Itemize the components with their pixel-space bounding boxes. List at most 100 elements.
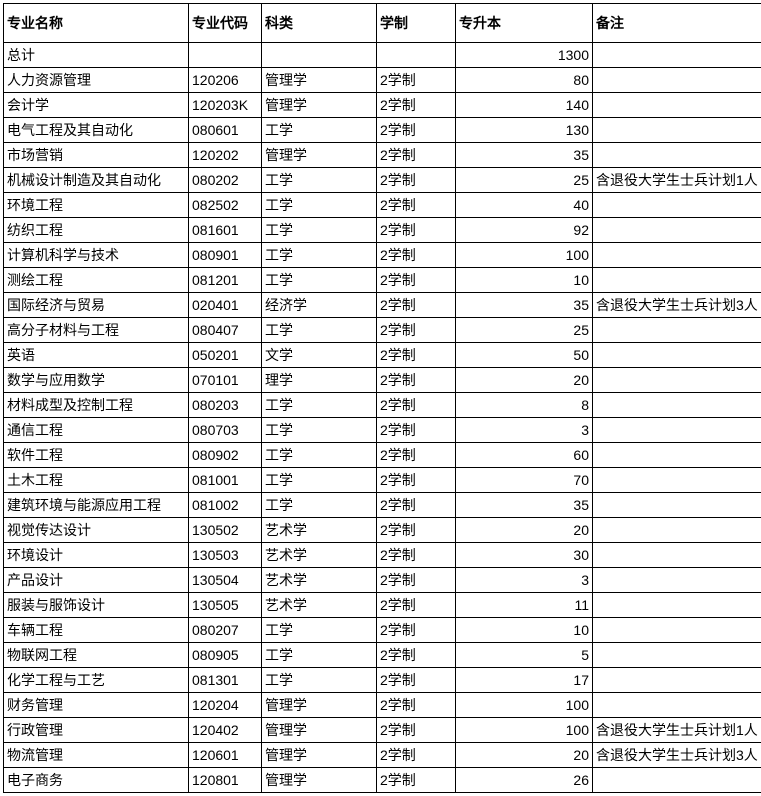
table-row: 视觉传达设计130502艺术学2学制20	[4, 518, 761, 543]
cell-note	[593, 193, 761, 218]
cell-note	[593, 493, 761, 518]
cell-note	[593, 218, 761, 243]
cell-category: 工学	[262, 468, 377, 493]
cell-num: 130	[456, 118, 593, 143]
table-row: 测绘工程081201工学2学制10	[4, 268, 761, 293]
cell-category: 工学	[262, 443, 377, 468]
cell-code: 130504	[189, 568, 262, 593]
cell-note: 含退役大学生士兵计划1人	[593, 168, 761, 193]
cell-category: 理学	[262, 368, 377, 393]
cell-code: 080407	[189, 318, 262, 343]
table-row: 总计1300	[4, 43, 761, 68]
cell-note	[593, 118, 761, 143]
cell-category: 工学	[262, 668, 377, 693]
cell-num: 17	[456, 668, 593, 693]
cell-duration: 2学制	[377, 418, 456, 443]
cell-num: 25	[456, 318, 593, 343]
cell-code: 081601	[189, 218, 262, 243]
cell-note	[593, 268, 761, 293]
cell-name: 环境工程	[4, 193, 189, 218]
table-row: 土木工程081001工学2学制70	[4, 468, 761, 493]
cell-category: 艺术学	[262, 518, 377, 543]
table-row: 产品设计130504艺术学2学制3	[4, 568, 761, 593]
table-row: 通信工程080703工学2学制3	[4, 418, 761, 443]
col-header-num: 专升本	[456, 4, 593, 43]
cell-name: 行政管理	[4, 718, 189, 743]
cell-category: 工学	[262, 118, 377, 143]
cell-name: 高分子材料与工程	[4, 318, 189, 343]
cell-note	[593, 543, 761, 568]
cell-code: 050201	[189, 343, 262, 368]
cell-code: 120206	[189, 68, 262, 93]
cell-num: 100	[456, 243, 593, 268]
cell-duration: 2学制	[377, 268, 456, 293]
cell-num: 11	[456, 593, 593, 618]
cell-duration: 2学制	[377, 193, 456, 218]
cell-code: 081201	[189, 268, 262, 293]
cell-name: 土木工程	[4, 468, 189, 493]
cell-category: 艺术学	[262, 593, 377, 618]
table-row: 高分子材料与工程080407工学2学制25	[4, 318, 761, 343]
cell-name: 测绘工程	[4, 268, 189, 293]
cell-code: 080703	[189, 418, 262, 443]
table-row: 建筑环境与能源应用工程081002工学2学制35	[4, 493, 761, 518]
cell-code: 120203K	[189, 93, 262, 118]
cell-num: 80	[456, 68, 593, 93]
cell-name: 英语	[4, 343, 189, 368]
cell-num: 20	[456, 743, 593, 768]
cell-note	[593, 93, 761, 118]
cell-duration: 2学制	[377, 743, 456, 768]
cell-name: 人力资源管理	[4, 68, 189, 93]
cell-name: 软件工程	[4, 443, 189, 468]
cell-category: 管理学	[262, 93, 377, 118]
cell-duration: 2学制	[377, 293, 456, 318]
col-header-code: 专业代码	[189, 4, 262, 43]
cell-code: 081301	[189, 668, 262, 693]
table-row: 数学与应用数学070101理学2学制20	[4, 368, 761, 393]
table-row: 电子商务120801管理学2学制26	[4, 768, 761, 793]
cell-num: 26	[456, 768, 593, 793]
cell-num: 50	[456, 343, 593, 368]
cell-name: 国际经济与贸易	[4, 293, 189, 318]
cell-code	[189, 43, 262, 68]
cell-category: 管理学	[262, 768, 377, 793]
cell-note	[593, 643, 761, 668]
cell-note: 含退役大学生士兵计划3人	[593, 293, 761, 318]
cell-note	[593, 468, 761, 493]
cell-code: 081001	[189, 468, 262, 493]
cell-note	[593, 68, 761, 93]
cell-note	[593, 418, 761, 443]
cell-num: 3	[456, 418, 593, 443]
cell-num: 3	[456, 568, 593, 593]
cell-note	[593, 443, 761, 468]
col-header-note: 备注	[593, 4, 761, 43]
table-row: 服装与服饰设计130505艺术学2学制11	[4, 593, 761, 618]
table-row: 化学工程与工艺081301工学2学制17	[4, 668, 761, 693]
cell-category: 文学	[262, 343, 377, 368]
table-body: 总计1300人力资源管理120206管理学2学制80会计学120203K管理学2…	[4, 43, 761, 793]
cell-name: 建筑环境与能源应用工程	[4, 493, 189, 518]
cell-duration: 2学制	[377, 493, 456, 518]
cell-name: 市场营销	[4, 143, 189, 168]
cell-code: 120801	[189, 768, 262, 793]
table-row: 国际经济与贸易020401经济学2学制35含退役大学生士兵计划3人	[4, 293, 761, 318]
table-row: 软件工程080902工学2学制60	[4, 443, 761, 468]
cell-category: 管理学	[262, 743, 377, 768]
cell-note	[593, 518, 761, 543]
cell-duration: 2学制	[377, 143, 456, 168]
cell-category: 管理学	[262, 718, 377, 743]
cell-note	[593, 668, 761, 693]
cell-name: 服装与服饰设计	[4, 593, 189, 618]
cell-code: 081002	[189, 493, 262, 518]
cell-category: 工学	[262, 643, 377, 668]
cell-name: 机械设计制造及其自动化	[4, 168, 189, 193]
cell-duration: 2学制	[377, 168, 456, 193]
cell-note	[593, 318, 761, 343]
cell-code: 130503	[189, 543, 262, 568]
cell-code: 080901	[189, 243, 262, 268]
cell-note	[593, 243, 761, 268]
cell-code: 120601	[189, 743, 262, 768]
cell-num: 60	[456, 443, 593, 468]
majors-table: 专业名称 专业代码 科类 学制 专升本 备注 总计1300人力资源管理12020…	[3, 3, 761, 793]
table-header-row: 专业名称 专业代码 科类 学制 专升本 备注	[4, 4, 761, 43]
